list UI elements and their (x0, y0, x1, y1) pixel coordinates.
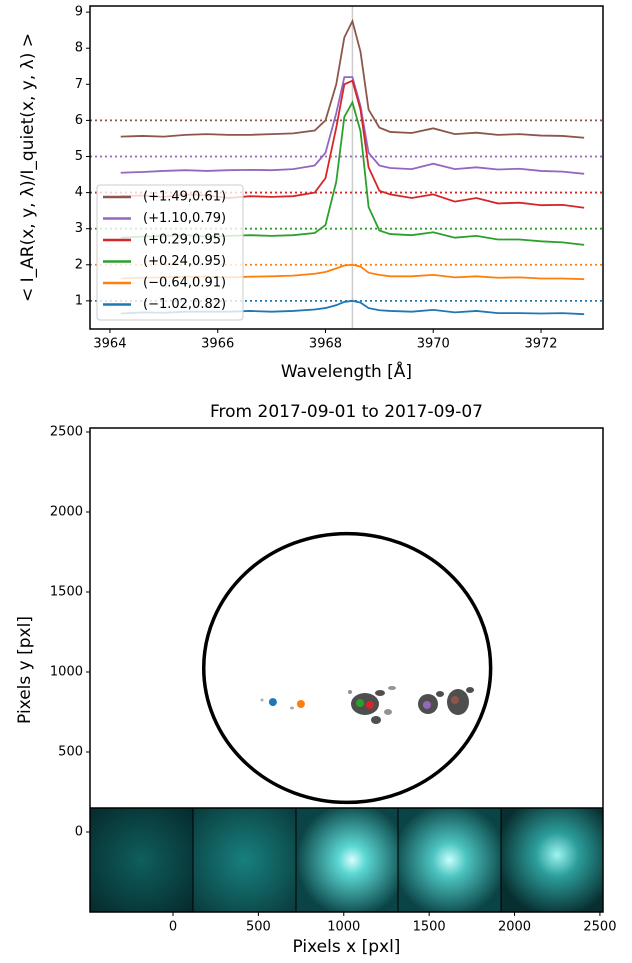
legend-label: (−1.02,0.82) (143, 297, 226, 312)
ar-centroid (365, 700, 374, 709)
map-panel: 0 500 1000 1500 2000 2500 0 500 1000 1500 2000 2500… (15, 402, 616, 957)
y-tick-label: 4 (75, 185, 83, 200)
ar-centroid (268, 698, 277, 707)
y-axis-label: < I_AR(x, y, λ)/I_quiet(x, y, λ) > (18, 33, 38, 302)
axes-frame (89, 427, 604, 913)
y-tick-label: 1 (75, 293, 83, 308)
chart-title: From 2017-09-01 to 2017-09-07 (210, 402, 483, 422)
legend-box (96, 184, 244, 321)
x-tick-label: 0 (169, 920, 177, 935)
ar-centroid (422, 700, 431, 709)
ar-centroid (355, 699, 364, 708)
series-line (120, 76, 585, 175)
y-tick-label: 2 (75, 257, 83, 272)
legend-label: (−0.64,0.91) (143, 276, 226, 291)
y-tick-label: 2000 (50, 505, 83, 520)
x-tick-label: 3968 (309, 337, 342, 352)
y-axis-label: Pixels y [pxl] (15, 616, 35, 724)
x-tick-label: 3970 (417, 337, 450, 352)
series-line (120, 18, 585, 139)
legend-label: (+1.49,0.61) (143, 190, 226, 205)
x-tick-label: 3964 (93, 337, 126, 352)
ar-centroid (450, 696, 459, 704)
x-axis-label: Pixels x [pxl] (293, 937, 401, 957)
image-strip (90, 807, 603, 912)
x-tick-label: 1000 (327, 920, 360, 935)
ar-centroid (296, 700, 305, 708)
y-tick-label: 1000 (50, 665, 83, 680)
axes-frame (89, 5, 604, 330)
y-tick-label: 500 (58, 745, 83, 760)
x-tick-label: 2000 (498, 920, 531, 935)
y-tick-label: 6 (75, 113, 83, 128)
y-tick-label: 8 (75, 41, 83, 56)
y-tick-label: 9 (75, 5, 83, 20)
legend-label: (+0.24,0.95) (143, 254, 226, 269)
y-tick-label: 1500 (50, 585, 83, 600)
y-tick-label: 7 (75, 77, 83, 92)
x-tick-label: 2500 (583, 920, 616, 935)
legend-label: (+1.10,0.79) (143, 211, 226, 226)
y-tick-label: 3 (75, 221, 83, 236)
x-tick-label: 3972 (524, 337, 557, 352)
x-axis-label: Wavelength [Å] (281, 360, 412, 382)
y-tick-label: 0 (75, 825, 83, 840)
y-tick-label: 2500 (50, 425, 83, 440)
x-tick-label: 1500 (413, 920, 446, 935)
legend-label: (+0.29,0.95) (143, 233, 226, 248)
x-tick-label: 500 (246, 920, 271, 935)
y-tick-label: 5 (75, 149, 83, 164)
spectrum-panel: 3964 3966 3968 3970 3972 1 2 3 4 5 6 7 8 9 Wavelength … (18, 5, 604, 382)
solar-limb (201, 531, 493, 805)
x-tick-label: 3966 (201, 337, 234, 352)
